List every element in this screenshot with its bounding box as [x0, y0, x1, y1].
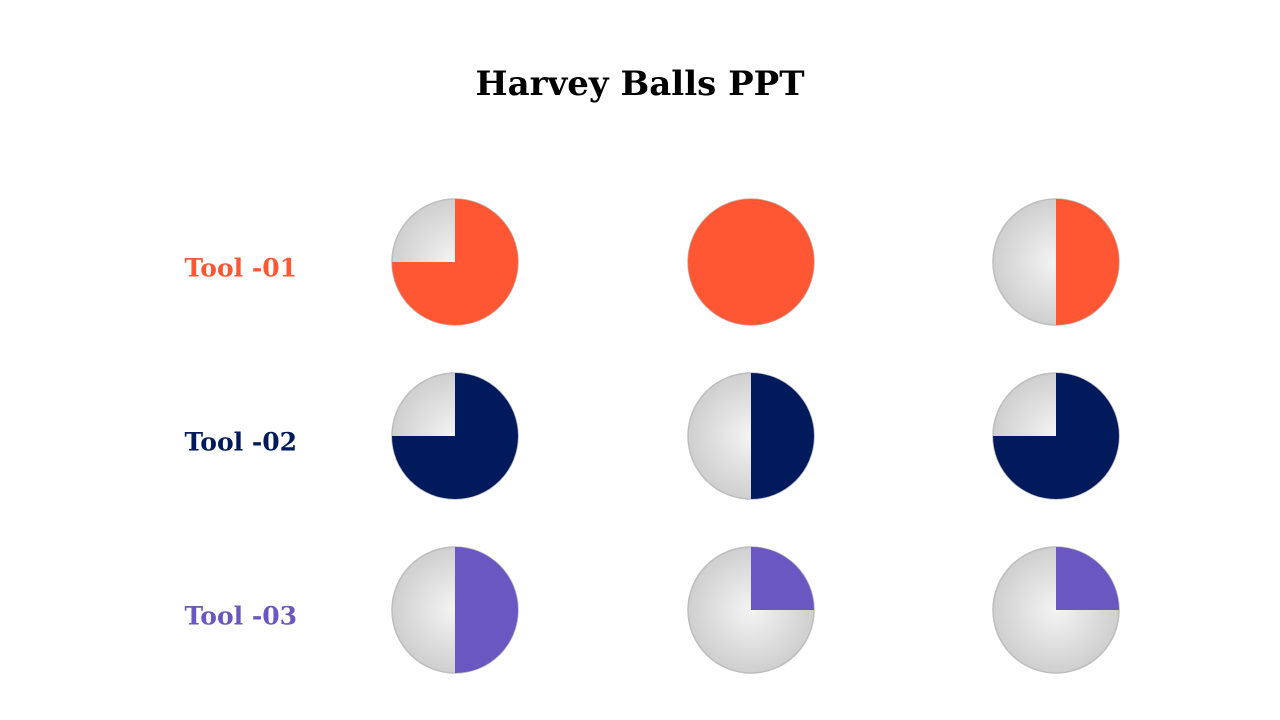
- ball-fill: [392, 199, 518, 325]
- ball-fill: [751, 373, 814, 499]
- ball-fill: [688, 199, 814, 325]
- slide-title: Harvey Balls PPT: [475, 64, 804, 104]
- ball-fill: [455, 547, 518, 673]
- row-label: Tool -01: [185, 254, 297, 283]
- row-label: Tool -02: [185, 428, 297, 457]
- ball-fill: [751, 547, 814, 610]
- ball-fill: [993, 373, 1119, 499]
- ball-fill: [392, 373, 518, 499]
- ball-fill: [1056, 199, 1119, 325]
- ball-fill: [1056, 547, 1119, 610]
- row-label: Tool -03: [185, 602, 297, 631]
